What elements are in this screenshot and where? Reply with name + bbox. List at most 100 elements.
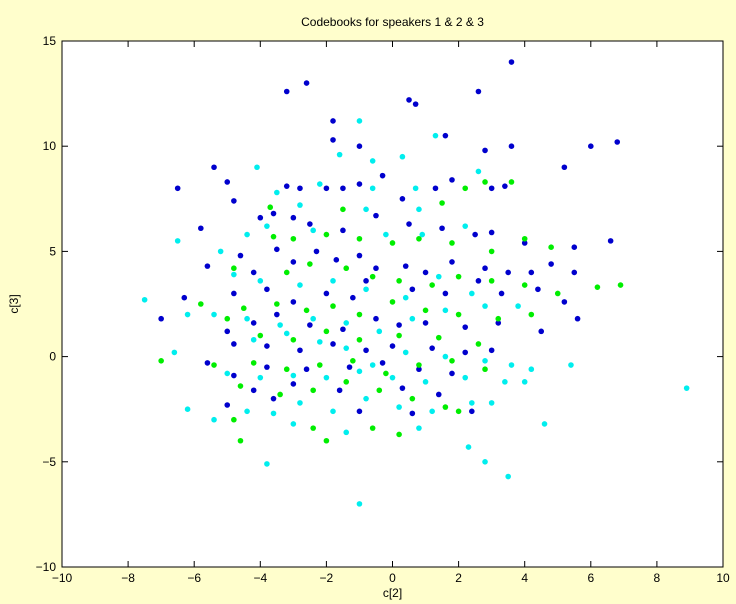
data-point [257,278,264,284]
data-point [250,336,257,343]
data-point [515,303,521,309]
data-point [449,240,455,246]
data-point [343,379,350,385]
data-point [264,286,270,293]
data-point [469,400,475,406]
data-point [237,383,244,389]
data-point [402,263,409,269]
data-point [231,290,237,297]
data-point [224,370,231,377]
data-point [449,358,455,364]
data-point [323,437,330,444]
data-point [488,400,495,406]
data-point [297,282,303,288]
data-point [508,362,515,368]
x-tick-label: −2 [320,571,334,585]
data-point [323,185,330,192]
data-point [482,303,488,309]
data-point [231,265,237,272]
data-point [340,227,346,234]
data-point [617,282,624,288]
data-point [283,366,290,373]
data-point [369,158,376,164]
x-tick-label: 10 [716,571,730,585]
data-point [310,425,316,431]
data-point [379,172,386,179]
data-point [399,196,406,202]
data-point [376,387,383,394]
data-point [449,259,455,265]
data-point [498,290,505,297]
data-point [346,364,353,370]
y-tick-label: 5 [49,244,56,258]
data-point [310,387,316,394]
data-point [290,214,297,221]
data-point [224,315,231,322]
y-tick-label: 10 [43,139,57,153]
data-point [356,408,363,415]
data-point [283,88,290,95]
data-points [141,59,690,507]
data-point [184,406,191,413]
data-point [607,238,614,244]
data-point [409,410,416,417]
data-point [419,231,426,238]
y-tick-label: 15 [43,34,57,48]
data-point [495,315,502,322]
data-point [211,362,217,368]
data-point [482,147,488,154]
data-point [455,273,462,280]
data-point [141,296,148,303]
data-point [389,343,396,349]
data-point [442,353,449,360]
data-point [439,225,445,232]
data-point [323,374,330,381]
data-point [204,360,211,366]
data-point [594,284,601,290]
data-point [323,290,330,297]
data-point [174,238,181,244]
data-point [363,347,369,354]
data-point [297,202,303,208]
data-point [356,501,363,507]
data-point [588,143,594,149]
data-point [435,391,442,398]
data-point [369,273,376,280]
data-point [270,395,277,402]
data-point [373,212,379,219]
data-point [488,278,495,284]
data-point [435,273,442,280]
data-point [250,387,257,394]
data-point [336,151,343,158]
data-point [297,347,303,354]
data-point [264,223,270,229]
data-point [409,286,416,293]
data-point [343,320,350,326]
data-point [303,80,310,86]
scatter-series-2 [158,179,624,444]
data-point [462,374,469,381]
data-point [307,221,313,227]
data-point [422,307,429,314]
data-point [330,341,336,347]
data-point [469,290,475,297]
data-point [198,225,204,232]
data-point [310,227,316,234]
data-point [432,185,439,192]
data-point [330,118,336,124]
data-point [316,181,323,187]
data-point [307,322,313,328]
x-tick-label: 0 [389,571,396,585]
data-point [528,269,535,276]
data-point [303,366,310,373]
x-tick-label: −6 [187,571,201,585]
data-point [343,345,350,351]
data-point [323,231,330,238]
data-point [472,231,478,238]
data-point [244,315,250,322]
data-point [469,408,475,415]
data-point [435,334,442,341]
data-point [330,408,336,415]
data-point [224,328,231,335]
data-point [336,387,343,394]
